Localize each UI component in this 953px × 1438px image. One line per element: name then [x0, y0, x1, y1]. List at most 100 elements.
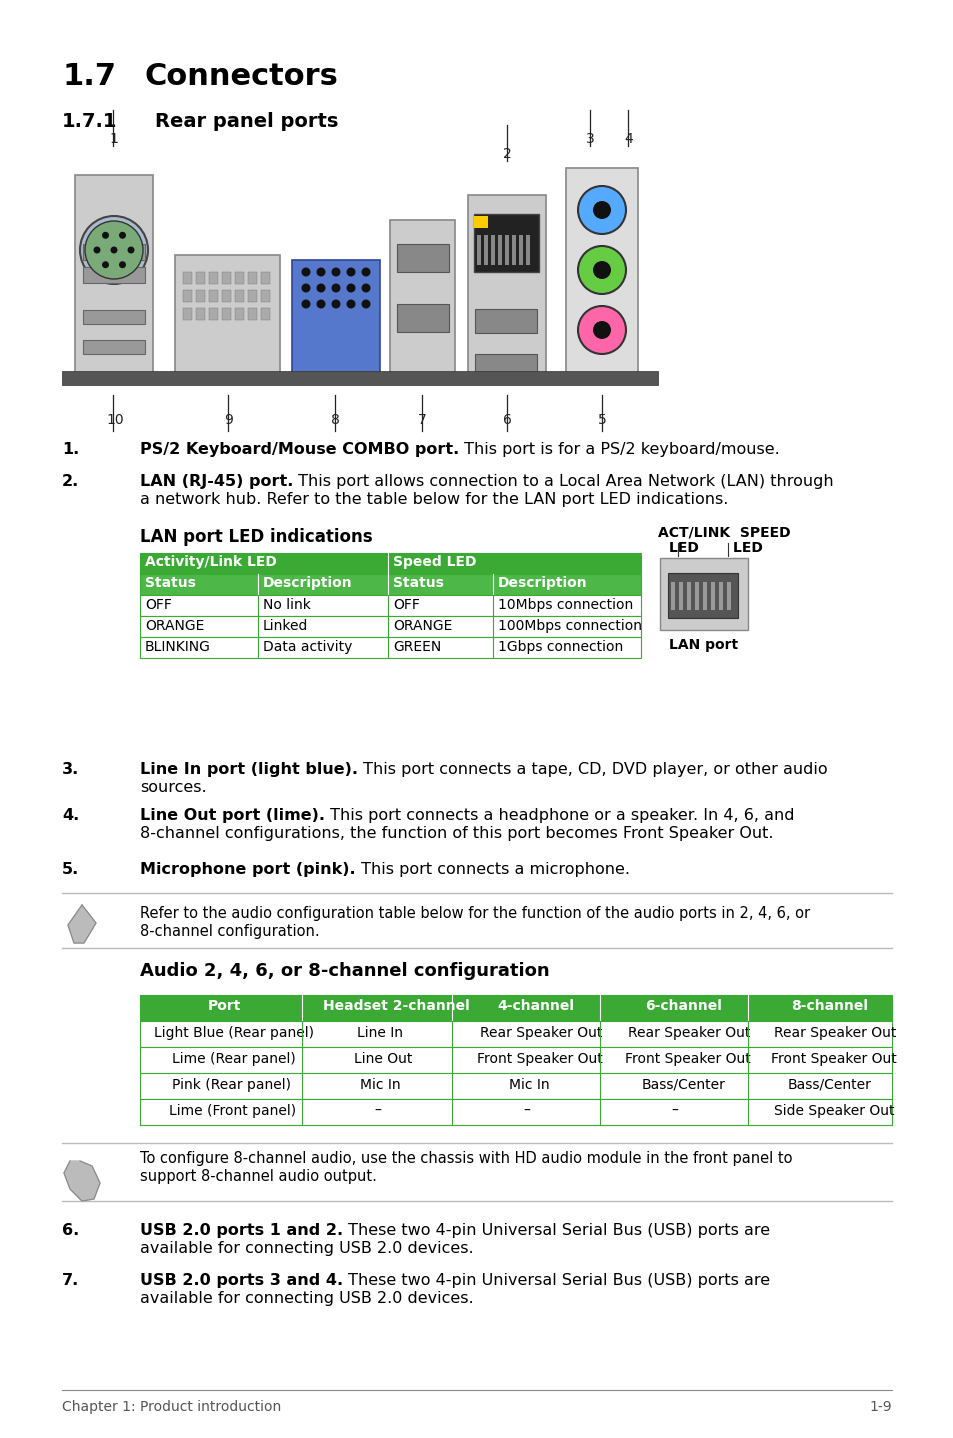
Bar	[248, 272, 256, 283]
Text: Data activity: Data activity	[263, 640, 352, 654]
Text: ORANGE: ORANGE	[393, 618, 452, 633]
Text: 2.: 2.	[62, 475, 79, 489]
Text: ORANGE: ORANGE	[145, 618, 204, 633]
Bar	[83, 311, 145, 324]
Text: 8-channel: 8-channel	[790, 999, 867, 1012]
Text: 3.: 3.	[62, 762, 79, 777]
Text: 1.: 1.	[62, 441, 79, 457]
Circle shape	[361, 299, 370, 309]
Circle shape	[361, 283, 370, 292]
Bar	[62, 371, 658, 385]
Text: 4-channel: 4-channel	[497, 999, 574, 1012]
Polygon shape	[64, 1160, 100, 1201]
Text: Rear Speaker Out: Rear Speaker Out	[479, 1025, 601, 1040]
Text: 2: 2	[502, 147, 511, 161]
Text: Lime (Front panel): Lime (Front panel)	[169, 1104, 295, 1117]
Text: –: –	[670, 1104, 678, 1117]
Circle shape	[301, 299, 310, 309]
Text: Speed LED: Speed LED	[393, 555, 476, 569]
Text: Front Speaker Out: Front Speaker Out	[624, 1053, 750, 1066]
Text: 6-channel: 6-channel	[644, 999, 721, 1012]
Text: 7.: 7.	[62, 1273, 79, 1288]
Text: Audio 2, 4, 6, or 8-channel configuration: Audio 2, 4, 6, or 8-channel configuratio…	[140, 962, 549, 981]
Bar	[140, 615, 640, 637]
Bar	[659, 558, 747, 630]
Circle shape	[578, 246, 625, 293]
Text: Pink (Rear panel): Pink (Rear panel)	[172, 1078, 291, 1091]
Bar	[679, 582, 682, 610]
Circle shape	[331, 283, 340, 292]
Text: This port connects a headphone or a speaker. In 4, 6, and: This port connects a headphone or a spea…	[325, 808, 794, 823]
Bar	[140, 1047, 891, 1073]
Bar	[565, 168, 638, 375]
Circle shape	[578, 306, 625, 354]
Circle shape	[578, 186, 625, 234]
Bar	[248, 308, 256, 321]
Text: –: –	[522, 1104, 530, 1117]
Circle shape	[346, 283, 355, 292]
Bar	[222, 308, 231, 321]
Bar	[667, 572, 738, 618]
Bar	[234, 308, 244, 321]
Bar	[292, 260, 379, 375]
Circle shape	[316, 283, 325, 292]
Text: GREEN: GREEN	[393, 640, 441, 654]
Text: Status: Status	[145, 577, 195, 590]
Text: Mic In: Mic In	[359, 1078, 400, 1091]
Bar	[525, 234, 530, 265]
Circle shape	[331, 267, 340, 276]
Text: Description: Description	[263, 577, 353, 590]
Text: No link: No link	[263, 598, 311, 613]
Text: a network hub. Refer to the table below for the LAN port LED indications.: a network hub. Refer to the table below …	[140, 492, 727, 508]
Text: LED       LED: LED LED	[668, 541, 762, 555]
Circle shape	[128, 246, 134, 253]
Bar	[670, 582, 675, 610]
Bar	[140, 637, 640, 659]
Text: Bass/Center: Bass/Center	[787, 1078, 871, 1091]
Bar	[261, 272, 270, 283]
Bar	[140, 1021, 891, 1047]
Bar	[83, 267, 145, 283]
Circle shape	[119, 262, 126, 269]
Circle shape	[111, 246, 117, 253]
Text: Side Speaker Out: Side Speaker Out	[773, 1104, 893, 1117]
Text: 1-9: 1-9	[868, 1401, 891, 1414]
Circle shape	[301, 267, 310, 276]
Text: 100Mbps connection: 100Mbps connection	[497, 618, 641, 633]
Text: Light Blue (Rear panel): Light Blue (Rear panel)	[154, 1025, 314, 1040]
Text: 3: 3	[585, 132, 594, 147]
Text: sources.: sources.	[140, 779, 207, 795]
Text: Front Speaker Out: Front Speaker Out	[476, 1053, 601, 1066]
Text: This port allows connection to a Local Area Network (LAN) through: This port allows connection to a Local A…	[294, 475, 833, 489]
Circle shape	[346, 267, 355, 276]
Bar	[248, 290, 256, 302]
Circle shape	[316, 299, 325, 309]
Text: Connectors: Connectors	[145, 62, 338, 91]
Circle shape	[361, 267, 370, 276]
Circle shape	[80, 216, 148, 283]
Text: Activity/Link LED: Activity/Link LED	[145, 555, 276, 569]
Text: This port connects a tape, CD, DVD player, or other audio: This port connects a tape, CD, DVD playe…	[357, 762, 827, 777]
Text: Microphone port (pink).: Microphone port (pink).	[140, 861, 355, 877]
Text: 1.7.1: 1.7.1	[62, 112, 117, 131]
Bar	[719, 582, 722, 610]
Text: 9: 9	[224, 413, 233, 427]
Bar	[83, 339, 145, 354]
Bar	[483, 234, 488, 265]
Text: OFF: OFF	[393, 598, 419, 613]
Text: 8: 8	[331, 413, 339, 427]
Bar	[504, 234, 509, 265]
Bar	[512, 234, 516, 265]
Polygon shape	[68, 905, 96, 943]
Text: 1.7: 1.7	[62, 62, 116, 91]
Text: This port is for a PS/2 keyboard/mouse.: This port is for a PS/2 keyboard/mouse.	[458, 441, 780, 457]
Text: LAN (RJ-45) port.: LAN (RJ-45) port.	[140, 475, 294, 489]
Bar	[695, 582, 699, 610]
Bar	[497, 234, 501, 265]
Circle shape	[316, 267, 325, 276]
Bar	[222, 272, 231, 283]
Text: 6.: 6.	[62, 1222, 79, 1238]
Text: 1Gbps connection: 1Gbps connection	[497, 640, 622, 654]
Text: Front Speaker Out: Front Speaker Out	[770, 1053, 896, 1066]
Bar	[518, 234, 522, 265]
